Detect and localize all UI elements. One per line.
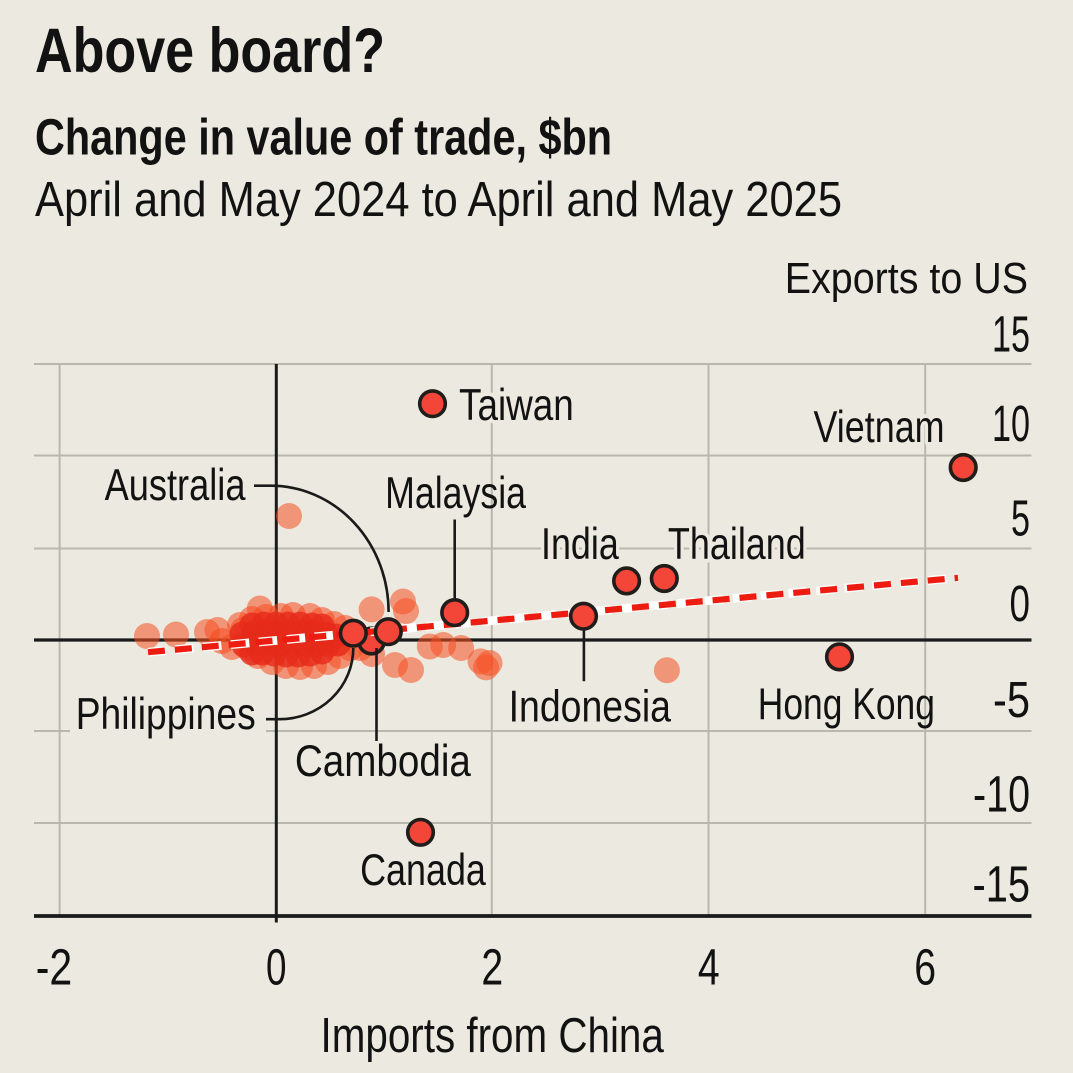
svg-text:-5: -5 bbox=[993, 671, 1030, 728]
svg-text:Exports to US: Exports to US bbox=[785, 254, 1028, 303]
svg-text:Australia: Australia bbox=[105, 461, 246, 510]
svg-text:5: 5 bbox=[1011, 489, 1030, 546]
svg-text:Imports from China: Imports from China bbox=[321, 1009, 665, 1063]
svg-text:Canada: Canada bbox=[360, 846, 486, 895]
svg-text:India: India bbox=[541, 520, 619, 569]
svg-text:Cambodia: Cambodia bbox=[295, 737, 471, 786]
svg-text:Change in value of trade, $bn: Change in value of trade, $bn bbox=[35, 109, 612, 166]
svg-text:10: 10 bbox=[992, 395, 1030, 452]
svg-text:Above board?: Above board? bbox=[35, 16, 385, 86]
svg-text:0: 0 bbox=[266, 939, 287, 996]
svg-text:-2: -2 bbox=[36, 939, 73, 996]
svg-text:15: 15 bbox=[992, 305, 1030, 362]
svg-text:Hong Kong: Hong Kong bbox=[758, 680, 935, 729]
svg-text:0: 0 bbox=[1010, 575, 1031, 632]
svg-text:6: 6 bbox=[914, 939, 936, 996]
svg-text:April and May 2024 to April an: April and May 2024 to April and May 2025 bbox=[35, 172, 842, 227]
svg-text:-10: -10 bbox=[973, 766, 1030, 823]
svg-text:Philippines: Philippines bbox=[76, 690, 256, 739]
svg-text:2: 2 bbox=[481, 939, 503, 996]
svg-text:Vietnam: Vietnam bbox=[814, 403, 945, 452]
svg-text:Thailand: Thailand bbox=[668, 520, 806, 569]
svg-text:Malaysia: Malaysia bbox=[385, 469, 526, 518]
svg-text:-15: -15 bbox=[973, 856, 1031, 913]
svg-text:Indonesia: Indonesia bbox=[509, 682, 672, 731]
svg-text:Taiwan: Taiwan bbox=[459, 381, 574, 430]
svg-text:4: 4 bbox=[698, 939, 720, 996]
